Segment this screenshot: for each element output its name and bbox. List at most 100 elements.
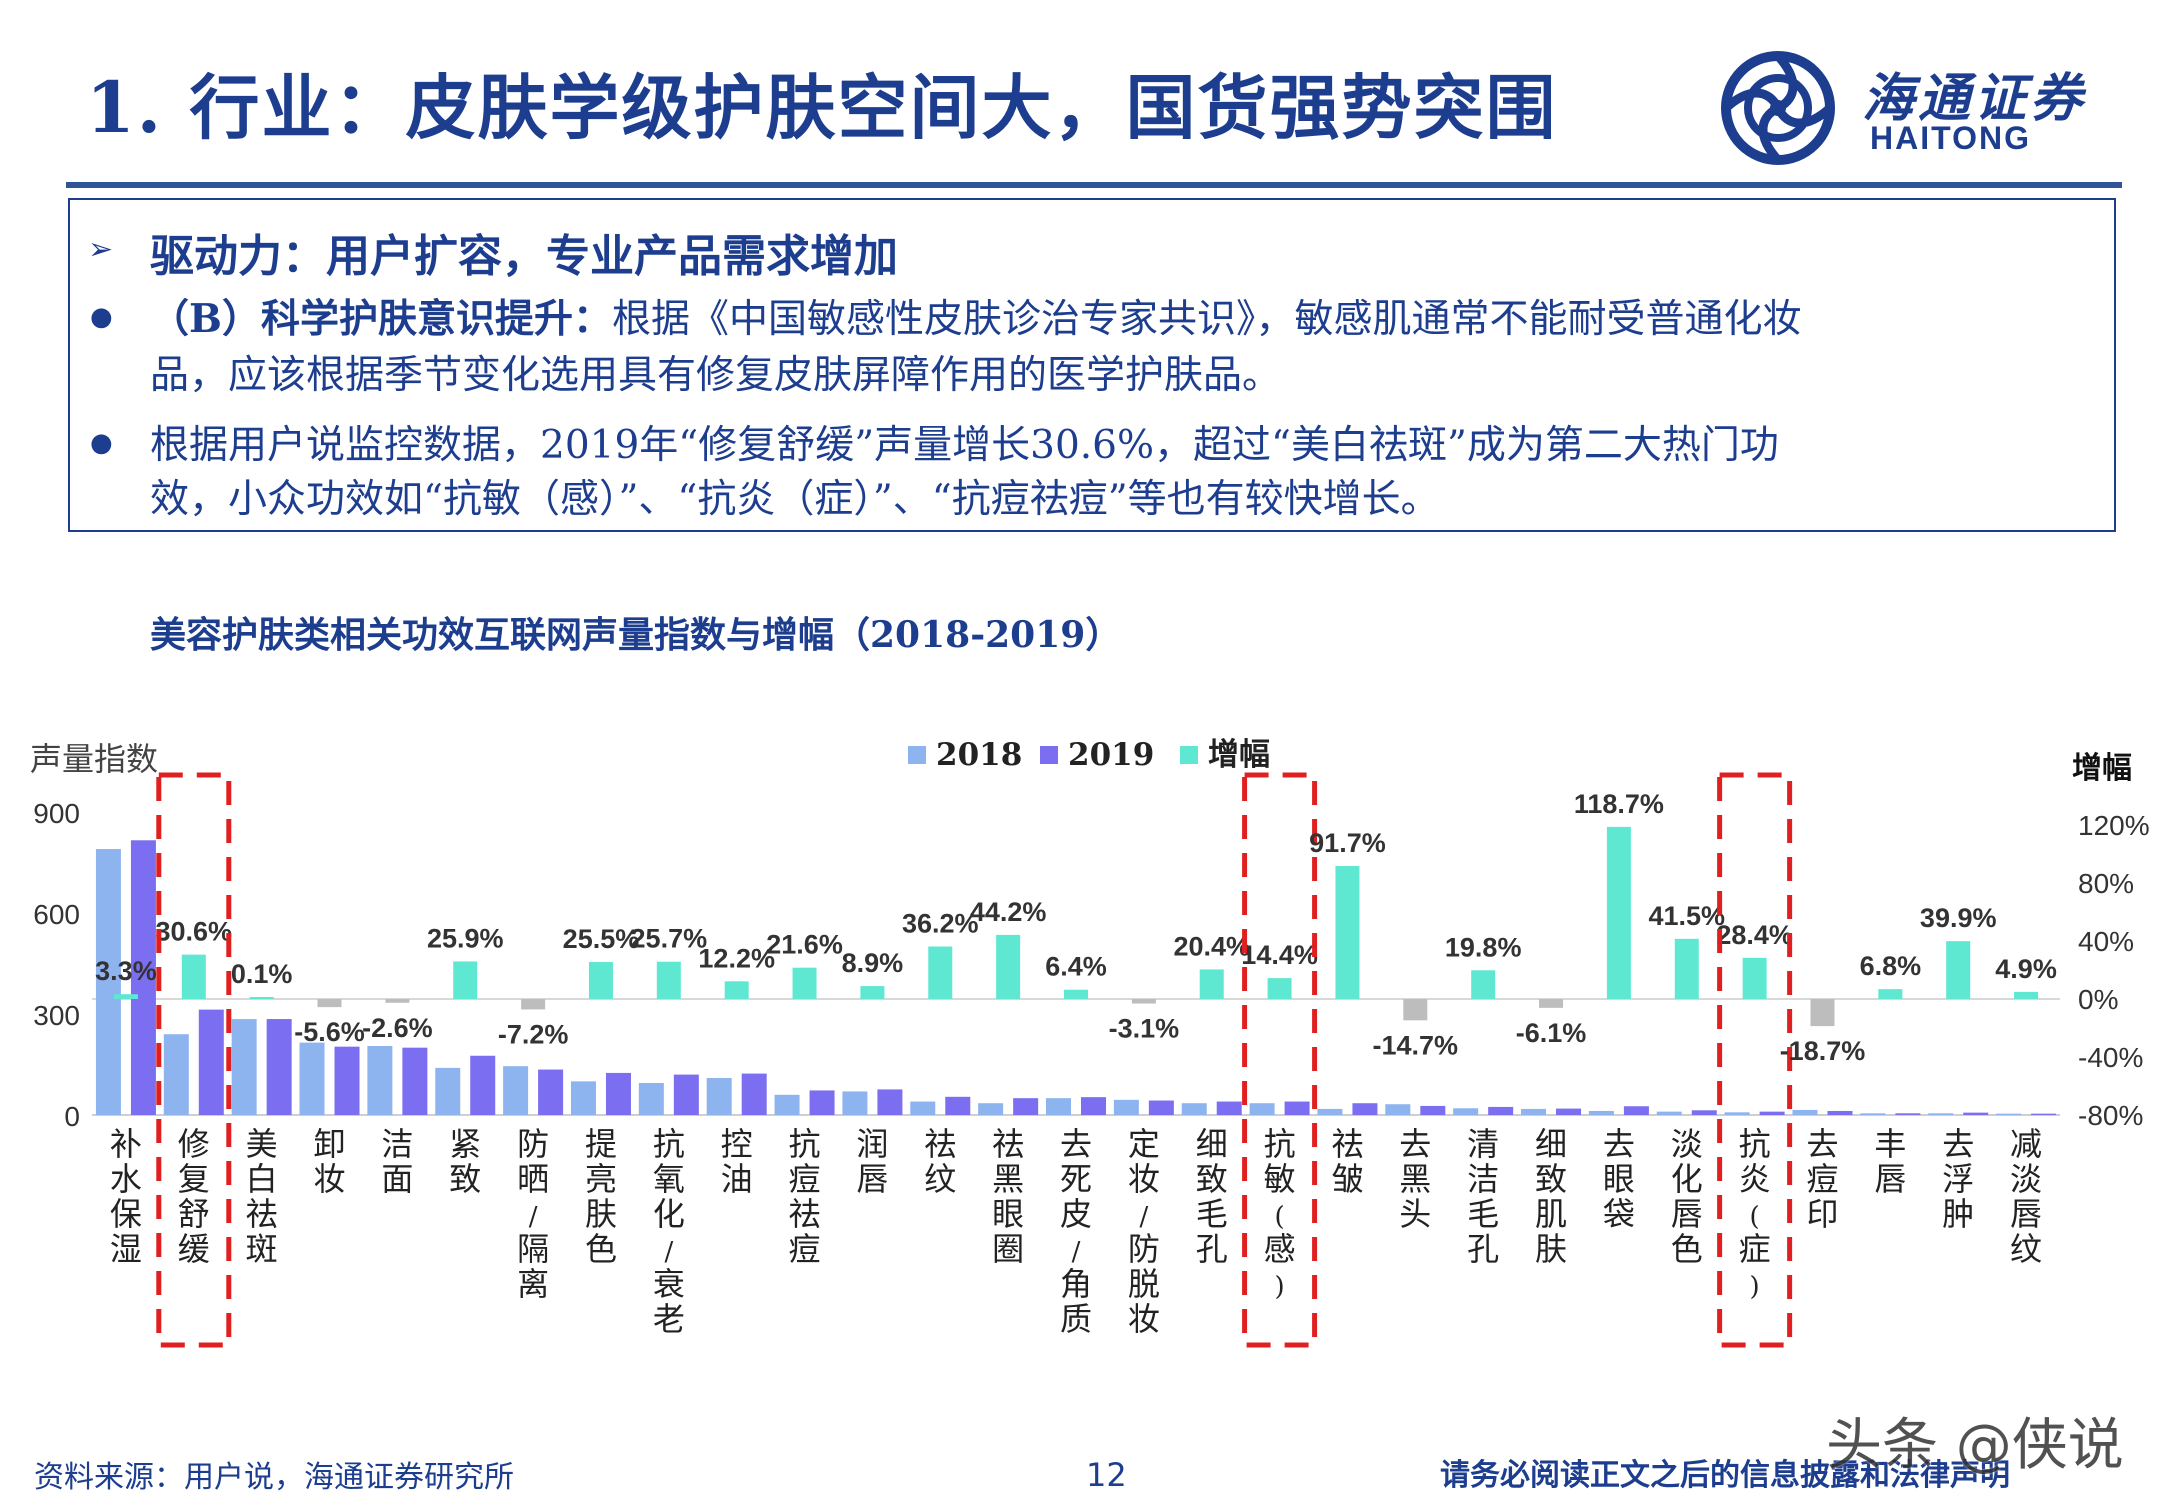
category-label-char: 修 (178, 1125, 210, 1163)
bar-growth (2014, 991, 2039, 999)
category-label-char: 眼 (1603, 1160, 1635, 1198)
bar-2018 (367, 1045, 393, 1115)
growth-data-label: 118.7% (1574, 789, 1664, 819)
bar-2018 (774, 1094, 800, 1115)
bar-2018 (1317, 1108, 1343, 1115)
growth-data-label: -7.2% (498, 1019, 569, 1049)
category-label-char: 唇 (2010, 1195, 2042, 1233)
category-label-char: 祛 (789, 1195, 821, 1233)
category-label-char: 细 (1196, 1125, 1228, 1163)
bar-2019 (198, 1009, 224, 1115)
category-label-char: 皮 (1060, 1195, 1092, 1233)
category-label-char: 脱 (1128, 1265, 1160, 1303)
category-label-char: 斑 (246, 1230, 278, 1268)
bar-growth (1674, 938, 1699, 999)
y2-tick-label: 40% (2078, 926, 2134, 957)
highlight-box (1717, 772, 1793, 1348)
bar-growth (792, 967, 817, 999)
category-label-char: 湿 (110, 1230, 142, 1268)
category-label-char: 隔 (517, 1230, 549, 1268)
logo-chinese-name: 海通证券 (1862, 68, 2087, 129)
growth-data-label: -18.7% (1780, 1036, 1866, 1066)
y2-tick-label: -40% (2078, 1042, 2143, 1073)
driver-heading: 驱动力：用户扩容，专业产品需求增加 (150, 231, 898, 282)
bar-2019 (266, 1019, 292, 1115)
category-label-char: 唇 (856, 1160, 888, 1198)
bar-growth (928, 946, 953, 999)
category-label-char: 皱 (1331, 1160, 1363, 1198)
category-label-char: 控 (721, 1125, 753, 1163)
legend-label: 2018 (936, 737, 1022, 773)
category-label-char: 肌 (1535, 1195, 1567, 1233)
bar-growth (113, 994, 138, 999)
category-label-char: 去 (1603, 1125, 1635, 1163)
bar-2018 (1521, 1108, 1547, 1115)
category-label-char: 细 (1535, 1125, 1567, 1163)
legend-swatch (908, 746, 926, 764)
growth-data-label: -2.6% (362, 1013, 433, 1043)
legend-label: 2019 (1068, 737, 1154, 773)
bar-2019 (605, 1072, 631, 1115)
bar-growth (1199, 969, 1224, 999)
category-label-char: ( (1750, 1202, 1760, 1232)
bar-2018 (978, 1103, 1004, 1115)
y2-tick-label: 120% (2078, 810, 2150, 841)
legend-swatch (1180, 746, 1198, 764)
bar-2019 (673, 1074, 699, 1115)
category-label-char: ( (1275, 1202, 1285, 1232)
category-label-char: 纹 (2010, 1230, 2042, 1268)
y2-axis-title: 增幅 (2072, 751, 2132, 786)
paragraph-1-heading: （B）科学护肤意识提升： (150, 296, 612, 342)
bar-2019 (334, 1046, 360, 1115)
summary-box (68, 198, 2116, 532)
logo-english-name: HAITONG (1870, 120, 2031, 156)
category-label-char: 毛 (1467, 1195, 1499, 1233)
bar-growth (249, 997, 274, 999)
category-label-char: 舒 (178, 1195, 210, 1233)
bar-2018 (910, 1101, 936, 1115)
category-label-char: 唇 (1671, 1195, 1703, 1233)
category-label-char: 化 (1671, 1160, 1703, 1198)
bar-2019 (1216, 1101, 1242, 1115)
category-label-char: 缓 (178, 1230, 210, 1268)
bar-growth (1471, 970, 1496, 999)
bar-2019 (1759, 1111, 1785, 1115)
category-label-char: 补 (110, 1125, 142, 1163)
bar-growth (588, 962, 613, 999)
volume-growth-chart: 声量指数 增幅 0 300 600 900 -80% -40% 0% 40% 80% 120% 2018… (30, 737, 2150, 1348)
y-tick-label: 300 (33, 1000, 80, 1031)
source-note: 资料来源：用户说，海通证券研究所 (34, 1460, 514, 1495)
category-label-char: 去 (1060, 1125, 1092, 1163)
category-label-char: ) (1750, 1272, 1760, 1302)
category-label-char: 眼 (992, 1195, 1024, 1233)
category-label-char: 衰 (653, 1265, 685, 1303)
growth-data-label: -3.1% (1109, 1013, 1180, 1043)
category-label-char: 孔 (1467, 1230, 1499, 1268)
category-label-char: 质 (1060, 1300, 1092, 1338)
legal-disclaimer: 请务必阅读正文之后的信息披露和法律声明 (1440, 1458, 2010, 1493)
bar-growth (1267, 978, 1292, 999)
category-label-char: / (664, 1237, 673, 1267)
bar-growth (724, 981, 749, 999)
growth-data-label: -14.7% (1373, 1030, 1459, 1060)
category-label-char: 黑 (992, 1160, 1024, 1198)
bar-2019 (402, 1047, 428, 1115)
paragraph-1-line-2: 品，应该根据季节变化选用具有修复皮肤屏障作用的医学护肤品。 (150, 353, 1282, 398)
bar-growth (1335, 866, 1360, 999)
bar-growth (1539, 999, 1564, 1008)
category-label-char: 祛 (1331, 1125, 1363, 1163)
bar-2018 (1181, 1103, 1207, 1115)
category-label-char: 定 (1128, 1125, 1160, 1163)
bar-growth (1606, 826, 1631, 999)
watermark: 头条 @侠说 (1826, 1413, 2124, 1478)
bar-2018 (503, 1066, 529, 1115)
growth-data-label: 4.9% (1995, 954, 2057, 984)
bar-growth (1131, 999, 1156, 1004)
growth-data-label: 19.8% (1445, 932, 1522, 962)
bar-2018 (1249, 1103, 1275, 1115)
category-label-char: 油 (721, 1160, 753, 1198)
category-label-char: 去 (1942, 1125, 1974, 1163)
bar-growth (1742, 957, 1767, 999)
category-label-char: 淡 (1671, 1125, 1703, 1163)
category-label-char: 老 (653, 1300, 685, 1338)
